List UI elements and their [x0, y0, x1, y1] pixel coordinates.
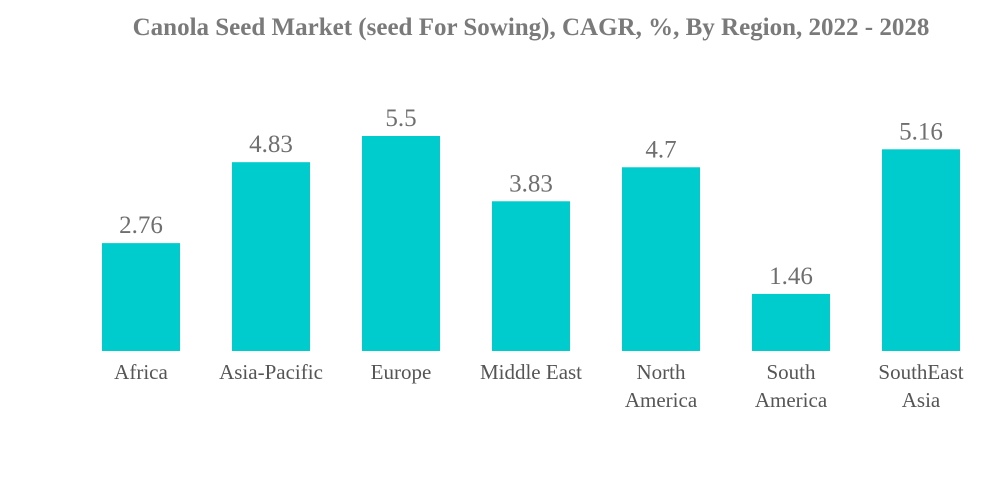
category-label: Middle East: [480, 360, 582, 384]
value-label: 2.76: [119, 212, 163, 239]
category-label: Europe: [371, 360, 432, 384]
value-label: 1.46: [769, 263, 813, 290]
bar-north-america: [622, 167, 700, 351]
category-label: North America: [625, 360, 698, 412]
bar-africa: [102, 243, 180, 351]
value-label: 3.83: [509, 170, 553, 197]
bar-middle-east: [492, 201, 570, 351]
bar-south-america: [752, 293, 830, 351]
bar-southeast-asia: [882, 149, 960, 351]
category-label: Asia-Pacific: [219, 360, 323, 384]
bars-group: [102, 136, 960, 351]
value-label: 4.7: [645, 136, 676, 163]
category-label: South America: [755, 360, 828, 412]
category-labels-group: Africa Asia-Pacific Europe Middle East North…: [114, 360, 964, 412]
category-label: Africa: [114, 360, 168, 384]
value-label: 4.83: [249, 131, 293, 158]
category-label: SouthEast Asia: [878, 360, 963, 412]
chart-title: Canola Seed Market (seed For Sowing), CA…: [132, 14, 930, 41]
value-label: 5.5: [385, 105, 416, 132]
bar-asia-pacific: [232, 162, 310, 351]
value-label: 5.16: [899, 118, 943, 145]
value-labels-group: 2.76 4.83 5.5 3.83 4.7 1.46 5.16: [119, 105, 943, 290]
bar-europe: [362, 136, 440, 351]
